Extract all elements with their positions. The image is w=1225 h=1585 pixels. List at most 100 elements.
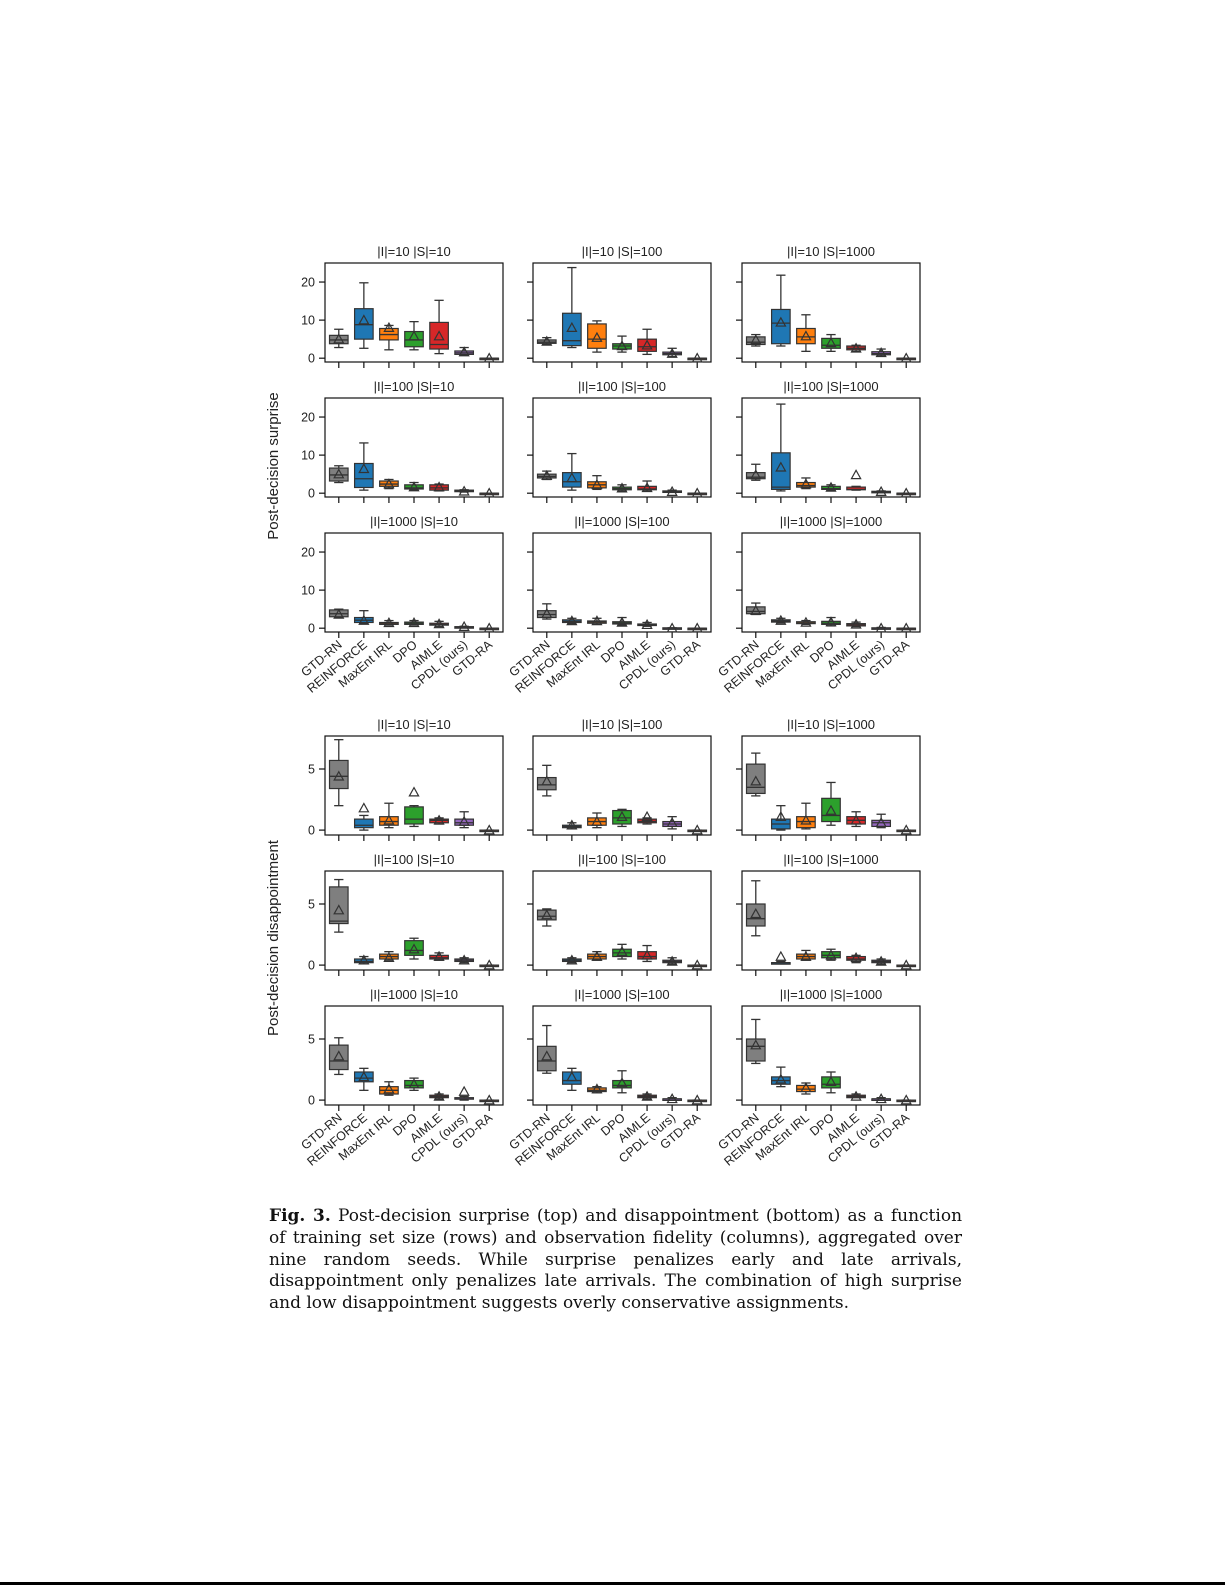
panel-title: |I|=100 |S|=100 (578, 852, 666, 867)
box-aimle (429, 814, 449, 841)
mean-marker (591, 950, 603, 961)
mean-marker (775, 810, 787, 821)
panel-title: |I|=100 |S|=100 (578, 379, 666, 394)
y-tick-label: 0 (308, 824, 315, 838)
panel: |I|=100 |S|=10 0 5 (308, 852, 504, 976)
mean-marker (433, 618, 445, 629)
box-maxent-irl (587, 475, 607, 503)
mean-marker (691, 824, 703, 835)
iqr-box (404, 806, 424, 825)
box-gtd-rn (536, 908, 557, 976)
iqr-box (745, 336, 766, 346)
mean-marker (591, 331, 603, 342)
box-maxent-irl (796, 314, 816, 368)
y-tick-label: 0 (308, 1094, 315, 1108)
mean-marker (458, 485, 470, 496)
box-reinforce (770, 403, 791, 503)
mean-marker (333, 904, 345, 915)
mean-marker (616, 340, 628, 351)
panel: |I|=10 |S|=10 0 5 (308, 717, 504, 841)
mean-marker (591, 615, 603, 626)
box-gtd-rn (536, 335, 557, 368)
box-gtd-ra (896, 487, 917, 503)
panel: |I|=10 |S|=1000 (736, 717, 921, 841)
iqr-box (328, 759, 349, 790)
panel-title: |I|=1000 |S|=1000 (780, 987, 882, 1002)
box-maxent-irl (379, 478, 399, 503)
mean-marker (566, 819, 578, 830)
y-tick-label: 5 (308, 1033, 315, 1047)
y-tick-label: 0 (308, 352, 315, 366)
mean-marker (775, 461, 787, 472)
box-dpo (404, 481, 424, 503)
mean-marker (541, 607, 553, 619)
mean-marker (875, 347, 887, 358)
iqr-box (745, 1038, 766, 1062)
box-cpdl-ours- (871, 955, 892, 976)
panel-title: |I|=1000 |S|=100 (574, 514, 669, 529)
panel-title: |I|=1000 |S|=10 (370, 514, 458, 529)
mean-marker (875, 1093, 887, 1104)
mean-marker (408, 943, 420, 954)
mean-marker (641, 482, 653, 493)
iqr-box (536, 776, 557, 791)
box-maxent-irl (796, 802, 816, 841)
y-tick-label: 20 (301, 546, 315, 560)
box-reinforce (561, 452, 582, 503)
mean-marker (825, 949, 837, 960)
panel: |I|=100 |S|=10 0 10 20 (301, 379, 504, 503)
box-cpdl-ours- (662, 955, 683, 976)
iqr-box (612, 1079, 632, 1089)
box-reinforce (353, 802, 374, 841)
box-gtd-rn (536, 764, 557, 841)
mean-marker (750, 469, 762, 480)
y-tick-label: 20 (301, 411, 315, 425)
box-aimle (429, 950, 449, 976)
panel: |I|=10 |S|=100 (527, 717, 712, 841)
mean-marker (900, 487, 912, 498)
y-tick-label: 5 (308, 898, 315, 912)
mean-marker (566, 321, 578, 333)
box-gtd-rn (328, 739, 349, 841)
mean-marker (850, 951, 862, 963)
mean-marker (900, 352, 912, 363)
mean-marker (541, 469, 553, 480)
y-tick-label: 20 (301, 276, 315, 290)
box-dpo (821, 333, 841, 368)
iqr-box (637, 951, 657, 960)
mean-marker (383, 478, 395, 489)
box-dpo (404, 937, 424, 976)
mean-marker (616, 945, 628, 956)
box-cpdl-ours- (662, 816, 683, 841)
mean-marker (358, 802, 370, 813)
mean-marker (825, 616, 837, 627)
mean-marker (483, 824, 495, 835)
mean-marker (875, 485, 887, 496)
box-dpo (612, 335, 632, 368)
mean-marker (333, 608, 345, 619)
mean-marker (691, 352, 703, 363)
mean-marker (358, 954, 370, 965)
box-gtd-ra (479, 959, 500, 976)
iqr-box (821, 485, 841, 490)
iqr-box (821, 797, 841, 823)
mean-marker (666, 347, 678, 358)
mean-marker (433, 1090, 445, 1101)
iqr-box (745, 606, 766, 615)
mean-marker (666, 955, 678, 966)
figure-caption: Fig. 3. Post-decision surprise (top) and… (269, 1206, 962, 1315)
mean-marker (691, 622, 703, 633)
mean-marker (750, 604, 762, 615)
box-gtd-ra (479, 487, 500, 503)
box-cpdl-ours- (454, 954, 475, 976)
box-aimle (637, 810, 657, 841)
mean-marker (775, 614, 787, 625)
mean-marker (458, 954, 470, 965)
mean-marker (483, 1094, 495, 1105)
mean-marker (900, 824, 912, 835)
box-dpo (821, 948, 841, 976)
